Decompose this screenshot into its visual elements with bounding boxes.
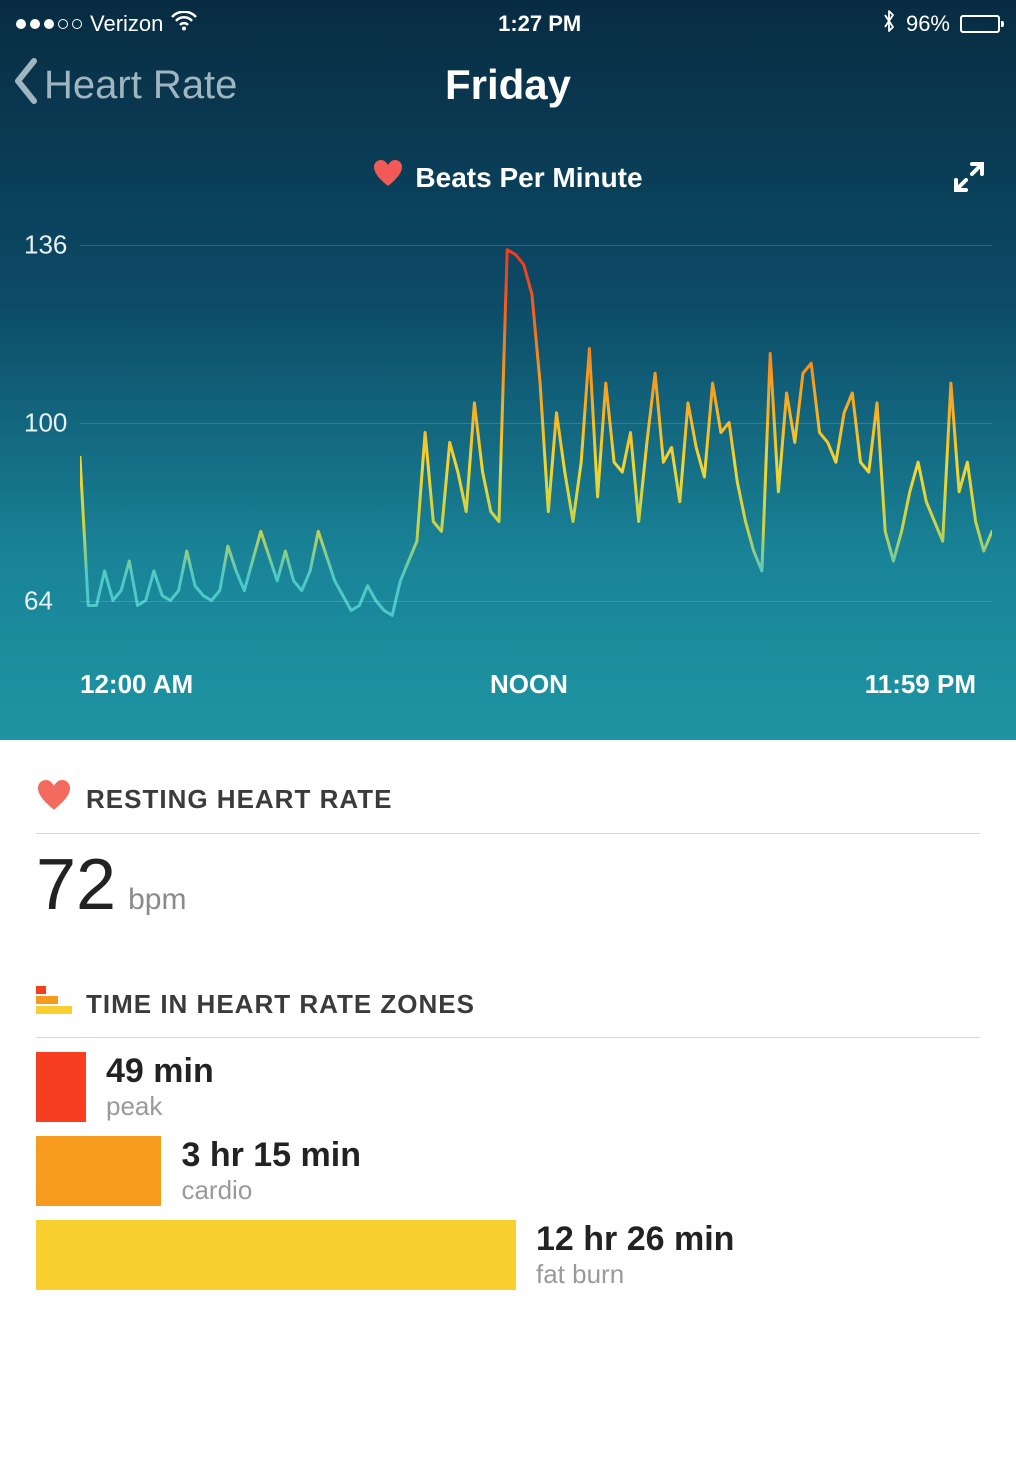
y-tick: 100: [24, 407, 67, 438]
zone-bar: [36, 1052, 86, 1122]
zone-bar: [36, 1220, 516, 1290]
zone-label: fat burn: [536, 1259, 734, 1290]
x-axis: 12:00 AM NOON 11:59 PM: [0, 645, 1016, 700]
battery-icon: [960, 15, 1000, 33]
zones-icon: [36, 986, 72, 1023]
legend-label: Beats Per Minute: [415, 162, 642, 194]
gridline: [80, 245, 992, 246]
status-bar: Verizon 1:27 PM 96%: [0, 0, 1016, 40]
zone-row[interactable]: 3 hr 15 mincardio: [36, 1136, 980, 1206]
x-tick-mid: NOON: [490, 669, 568, 700]
chevron-left-icon: [12, 57, 40, 114]
chart-legend: Beats Per Minute: [0, 160, 1016, 195]
status-time: 1:27 PM: [498, 11, 581, 37]
zones-header: TIME IN HEART RATE ZONES: [36, 986, 980, 1038]
chart-body[interactable]: 136 100 64: [0, 225, 1016, 645]
zone-text: 49 minpeak: [86, 1052, 214, 1122]
heart-rate-panel: Verizon 1:27 PM 96%: [0, 0, 1016, 740]
signal-dots: [16, 19, 82, 29]
chart-region: Beats Per Minute 136 100 64 12:00 AM NOON …: [0, 160, 1016, 700]
details-panel: RESTING HEART RATE 72 bpm TIME IN HEART …: [0, 740, 1016, 1290]
resting-value: 72: [36, 844, 116, 926]
x-tick-end: 11:59 PM: [865, 669, 976, 700]
resting-header: RESTING HEART RATE: [36, 780, 980, 834]
zones-title: TIME IN HEART RATE ZONES: [86, 989, 475, 1020]
back-button[interactable]: Heart Rate: [0, 57, 237, 114]
zone-text: 12 hr 26 minfat burn: [516, 1220, 734, 1290]
battery-pct: 96%: [906, 11, 950, 37]
zone-row[interactable]: 49 minpeak: [36, 1052, 980, 1122]
status-left: Verizon: [16, 11, 197, 37]
heart-icon: [36, 780, 72, 819]
resting-title: RESTING HEART RATE: [86, 784, 392, 815]
zone-time: 12 hr 26 min: [536, 1220, 734, 1259]
heart-icon: [373, 160, 403, 195]
zone-time: 49 min: [106, 1052, 214, 1091]
wifi-icon: [171, 11, 197, 37]
status-right: 96%: [882, 9, 1000, 39]
zone-row[interactable]: 12 hr 26 minfat burn: [36, 1220, 980, 1290]
zone-time: 3 hr 15 min: [181, 1136, 361, 1175]
zones-list: 49 minpeak 3 hr 15 mincardio 12 hr 26 minf…: [36, 1052, 980, 1290]
bluetooth-icon: [882, 9, 896, 39]
x-tick-start: 12:00 AM: [80, 669, 193, 700]
zone-bar: [36, 1136, 161, 1206]
zone-text: 3 hr 15 mincardio: [161, 1136, 361, 1206]
gridline: [80, 601, 992, 602]
expand-icon[interactable]: [952, 160, 986, 201]
zone-label: cardio: [181, 1175, 361, 1206]
zone-label: peak: [106, 1091, 214, 1122]
carrier-label: Verizon: [90, 11, 163, 37]
gridline: [80, 423, 992, 424]
y-tick: 64: [24, 585, 53, 616]
y-tick: 136: [24, 229, 67, 260]
resting-row[interactable]: 72 bpm: [36, 834, 980, 986]
heart-rate-line-chart: [80, 225, 992, 645]
resting-unit: bpm: [128, 883, 186, 917]
back-label: Heart Rate: [44, 63, 237, 108]
nav-bar: Heart Rate Friday: [0, 40, 1016, 130]
